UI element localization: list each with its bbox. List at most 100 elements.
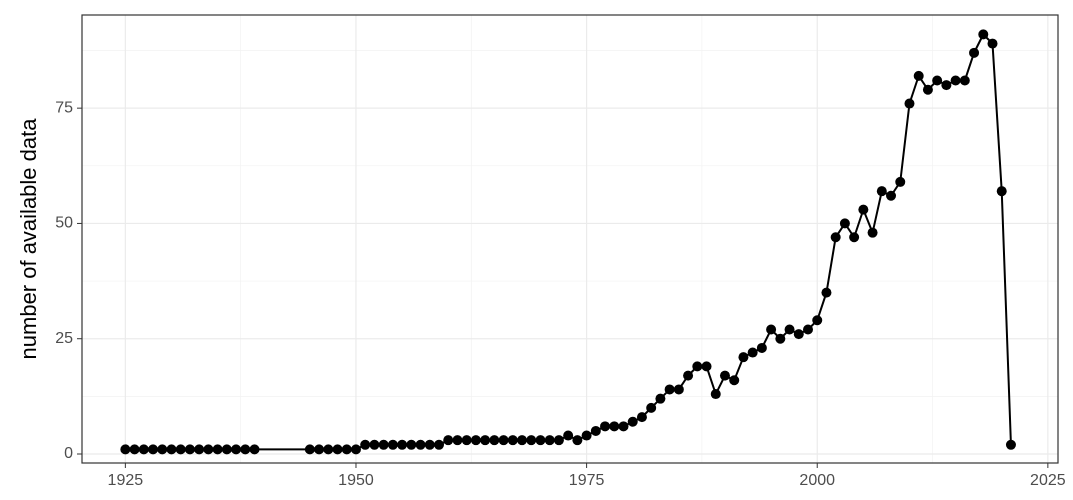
point xyxy=(517,435,528,446)
point xyxy=(194,444,205,455)
point xyxy=(922,84,933,95)
point xyxy=(655,393,666,404)
point xyxy=(203,444,214,455)
point xyxy=(738,352,749,363)
point xyxy=(553,435,564,446)
x-tick-label: 1950 xyxy=(338,472,374,489)
y-axis-label: number of available data xyxy=(16,118,41,360)
point xyxy=(406,439,417,450)
point xyxy=(240,444,251,455)
point xyxy=(563,430,574,441)
y-tick-label: 75 xyxy=(55,99,73,116)
point xyxy=(443,435,454,446)
point xyxy=(249,444,260,455)
point xyxy=(913,70,924,81)
point xyxy=(600,421,611,432)
point xyxy=(627,416,638,427)
point xyxy=(969,47,980,58)
point xyxy=(221,444,232,455)
point xyxy=(498,435,509,446)
point xyxy=(664,384,675,395)
point xyxy=(895,176,906,187)
point xyxy=(166,444,177,455)
point xyxy=(646,402,657,413)
point xyxy=(775,333,786,344)
point xyxy=(480,435,491,446)
point xyxy=(701,361,712,372)
y-tick-label: 25 xyxy=(55,330,73,347)
point xyxy=(231,444,242,455)
point xyxy=(387,439,398,450)
point xyxy=(129,444,140,455)
point xyxy=(987,38,998,49)
point xyxy=(941,80,952,91)
point xyxy=(341,444,352,455)
point xyxy=(830,232,841,243)
point xyxy=(683,370,694,381)
point xyxy=(692,361,703,372)
point xyxy=(350,444,361,455)
x-tick-label: 1975 xyxy=(569,472,605,489)
point xyxy=(360,439,371,450)
point xyxy=(821,287,832,298)
plot-border xyxy=(81,14,1059,464)
point xyxy=(323,444,334,455)
point xyxy=(434,439,445,450)
point xyxy=(932,75,943,86)
line xyxy=(125,32,1012,451)
point xyxy=(397,439,408,450)
point xyxy=(784,324,795,335)
point xyxy=(314,444,325,455)
point xyxy=(470,435,481,446)
point xyxy=(120,444,131,455)
point xyxy=(636,412,647,423)
point xyxy=(609,421,620,432)
point xyxy=(581,430,592,441)
point xyxy=(812,315,823,326)
point xyxy=(858,204,869,215)
point xyxy=(489,435,500,446)
point xyxy=(332,444,343,455)
point xyxy=(461,435,472,446)
point xyxy=(876,186,887,197)
point xyxy=(729,375,740,386)
point xyxy=(544,435,555,446)
point xyxy=(803,324,814,335)
point xyxy=(452,435,463,446)
point xyxy=(378,439,389,450)
point xyxy=(212,444,223,455)
point xyxy=(507,435,518,446)
point xyxy=(157,444,168,455)
point xyxy=(886,190,897,201)
point xyxy=(184,444,195,455)
x-tick-label: 2000 xyxy=(799,472,835,489)
point xyxy=(138,444,149,455)
x-tick-label: 2025 xyxy=(1030,472,1066,489)
point xyxy=(959,75,970,86)
point xyxy=(747,347,758,358)
point xyxy=(756,342,767,353)
point xyxy=(996,186,1007,197)
point xyxy=(673,384,684,395)
point xyxy=(904,98,915,109)
point xyxy=(175,444,186,455)
point xyxy=(793,329,804,340)
point xyxy=(369,439,380,450)
point xyxy=(766,324,777,335)
y-tick-label: 0 xyxy=(64,445,73,462)
x-tick-label: 1925 xyxy=(108,472,144,489)
point xyxy=(839,218,850,229)
point xyxy=(950,75,961,86)
point xyxy=(710,389,721,400)
point xyxy=(148,444,159,455)
point xyxy=(849,232,860,243)
point xyxy=(1005,439,1016,450)
point xyxy=(618,421,629,432)
point xyxy=(526,435,537,446)
point xyxy=(572,435,583,446)
point xyxy=(415,439,426,450)
point xyxy=(304,444,315,455)
point xyxy=(424,439,435,450)
point xyxy=(590,425,601,436)
point xyxy=(978,29,989,40)
